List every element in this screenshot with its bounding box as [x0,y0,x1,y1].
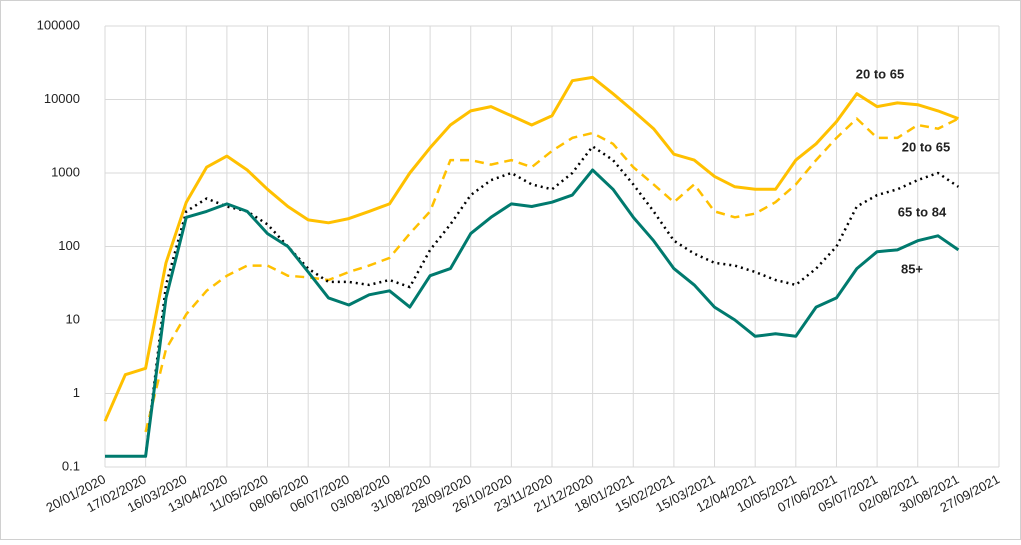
y-tick-label: 1000 [51,164,80,179]
series-line [144,117,959,433]
series-line [105,168,960,458]
y-tick-label: 100 [58,238,80,253]
series-line [103,75,959,422]
series-label: 65 to 84 [898,204,947,219]
y-tick-label: 1 [73,385,80,400]
y-tick-label: 10000 [44,91,80,106]
series-label: 20 to 65 [856,66,904,81]
y-tick-label: 0.1 [62,458,80,473]
series-label: 85+ [901,261,923,276]
y-tick-label: 10 [66,311,80,326]
series-label: 20 to 65 [902,139,950,154]
y-tick-label: 100000 [37,17,80,32]
